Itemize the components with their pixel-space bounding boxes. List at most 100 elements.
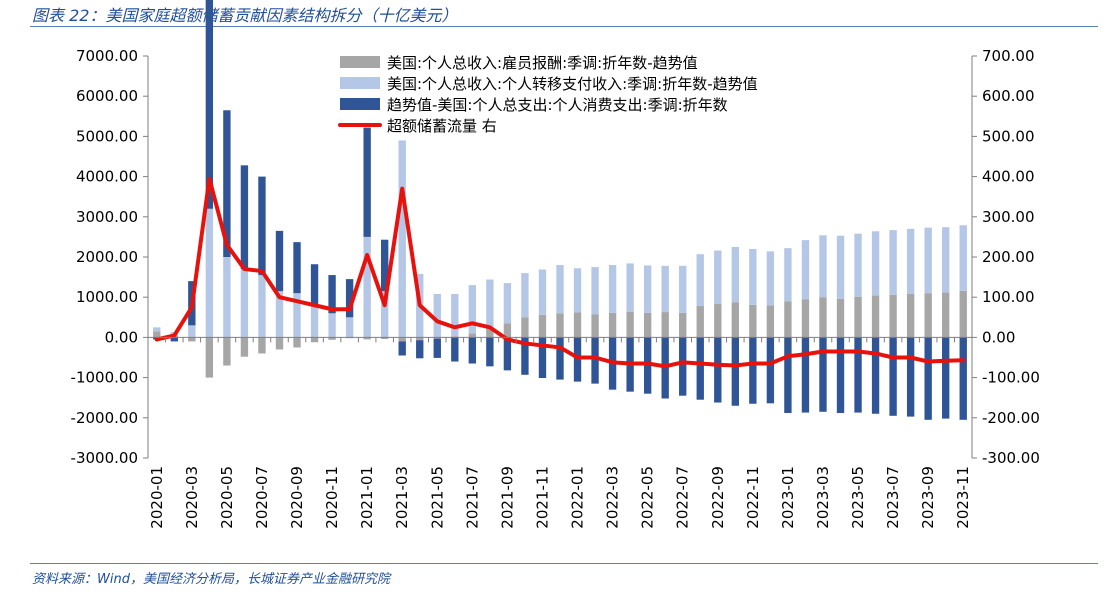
bar-2-2021-02 — [381, 291, 389, 338]
bar-1-2020-03 — [188, 337, 196, 342]
bar-3-2020-06 — [240, 165, 249, 270]
legend-label-2: 美国:个人总收入:个人转移支付收入:季调:折年数-趋势值 — [387, 75, 758, 93]
bar-3-2022-09 — [714, 337, 722, 403]
legend-swatch-2 — [340, 77, 380, 89]
bar-1-2021-01 — [363, 337, 371, 340]
x-tick-label: 2023-07 — [884, 466, 902, 529]
legend-label-1: 美国:个人总收入:雇员报酬:季调:折年数-趋势值 — [387, 54, 698, 72]
bar-1-2022-09 — [714, 304, 722, 338]
bar-3-2020-09 — [293, 242, 301, 294]
x-tick-label: 2022-11 — [744, 466, 762, 529]
x-tick-label: 2021-11 — [533, 466, 551, 529]
bar-1-2021-03 — [398, 337, 406, 342]
bar-3-2020-11 — [328, 275, 336, 314]
bar-2-2021-06 — [451, 293, 459, 337]
bar-2-2021-05 — [433, 293, 441, 338]
bar-1-2023-04 — [836, 298, 845, 338]
bar-2-2021-08 — [486, 279, 494, 328]
bar-2-2021-07 — [468, 285, 477, 334]
bar-2-2022-03 — [608, 265, 617, 313]
bar-3-2021-05 — [433, 338, 441, 358]
bar-1-2021-06 — [451, 336, 459, 338]
bar-1-2021-12 — [556, 313, 564, 338]
right-tick-label: 100.00 — [982, 288, 1035, 306]
right-tick-label: 400.00 — [982, 168, 1035, 186]
bar-2-2022-08 — [696, 254, 704, 307]
bar-2-2020-01 — [153, 327, 161, 332]
bar-layer — [153, 0, 967, 420]
bar-1-2022-11 — [749, 304, 757, 338]
bar-2-2023-08 — [906, 228, 915, 294]
bar-3-2023-11 — [959, 337, 967, 420]
bar-2-2023-09 — [924, 227, 932, 294]
bar-1-2020-05 — [223, 337, 231, 366]
bar-1-2023-09 — [924, 293, 932, 338]
bar-3-2023-03 — [819, 337, 827, 412]
x-tick-label: 2021-07 — [463, 466, 481, 529]
legend-swatch-3 — [340, 98, 380, 110]
x-tick-label: 2023-11 — [954, 466, 972, 529]
bar-3-2022-08 — [696, 337, 704, 400]
x-tick-label: 2023-01 — [779, 466, 797, 529]
x-tick-label: 2021-03 — [393, 466, 411, 529]
bar-1-2023-10 — [942, 292, 950, 338]
bar-1-2022-12 — [766, 305, 775, 338]
bar-1-2020-07 — [258, 337, 266, 354]
bar-3-2022-07 — [679, 337, 687, 396]
bar-2-2020-10 — [310, 305, 319, 338]
bar-2-2022-07 — [679, 265, 687, 313]
bar-3-2023-07 — [889, 337, 897, 416]
bar-2-2020-06 — [240, 269, 249, 338]
bar-1-2022-10 — [731, 302, 739, 338]
bar-1-2023-06 — [871, 295, 880, 338]
left-tick-label: 4000.00 — [76, 168, 138, 186]
bar-1-2023-02 — [801, 299, 810, 338]
bar-1-2021-10 — [521, 317, 529, 338]
bar-2-2020-07 — [258, 275, 266, 338]
left-tick-label: -1000.00 — [71, 369, 138, 387]
bar-2-2023-07 — [889, 230, 897, 295]
x-tick-label: 2021-01 — [358, 466, 376, 529]
bar-3-2020-04 — [205, 0, 214, 209]
right-tick-label: 200.00 — [982, 248, 1035, 266]
bar-3-2021-04 — [416, 340, 424, 359]
bar-2-2022-01 — [573, 268, 582, 313]
bar-2-2023-03 — [819, 235, 827, 298]
bar-2-2021-10 — [521, 273, 529, 318]
bar-3-2022-10 — [731, 337, 739, 406]
x-tick-label: 2020-01 — [148, 466, 166, 529]
bar-1-2020-10 — [310, 337, 319, 343]
bar-3-2020-05 — [223, 110, 231, 258]
left-tick-label: 0.00 — [105, 328, 138, 346]
bar-1-2023-08 — [906, 293, 915, 338]
bar-3-2021-07 — [468, 337, 477, 364]
bar-2-2021-12 — [556, 265, 564, 314]
bar-2-2022-09 — [714, 250, 722, 305]
bar-3-2020-08 — [275, 230, 284, 292]
bar-1-2022-04 — [626, 311, 634, 338]
x-tick-label: 2023-05 — [849, 466, 867, 529]
bar-1-2022-08 — [696, 306, 704, 338]
right-tick-label: 700.00 — [982, 47, 1035, 65]
bar-3-2021-09 — [503, 337, 512, 371]
bar-1-2020-06 — [240, 337, 249, 357]
legend-swatch-1 — [340, 56, 380, 68]
bar-2-2022-12 — [766, 251, 775, 306]
bar-2-2022-05 — [643, 265, 652, 313]
bar-3-2023-08 — [906, 337, 915, 417]
bar-3-2020-07 — [258, 176, 266, 276]
bar-3-2022-01 — [573, 337, 582, 382]
x-tick-label: 2020-05 — [218, 466, 236, 529]
x-tick-label: 2023-09 — [919, 466, 937, 529]
bar-1-2022-03 — [608, 312, 617, 338]
left-tick-label: -3000.00 — [71, 449, 138, 467]
bar-1-2023-01 — [784, 301, 792, 338]
bar-3-2021-10 — [521, 337, 529, 375]
bar-2-2023-06 — [871, 231, 880, 296]
bar-2-2023-11 — [959, 225, 967, 291]
bar-2-2022-11 — [749, 248, 757, 305]
axes-layer: 7000.00 6000.00 5000.00 4000.00 3000.00 2000.… — [71, 47, 1040, 529]
bar-3-2023-10 — [942, 337, 950, 419]
bar-3-2023-02 — [801, 337, 810, 413]
bar-2-2022-04 — [626, 263, 634, 312]
